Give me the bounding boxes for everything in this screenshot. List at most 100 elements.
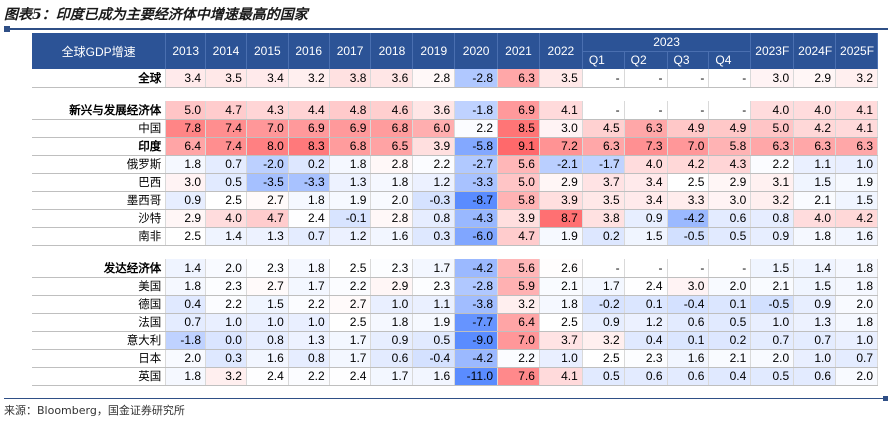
year-2023-group-header: 2023 bbox=[582, 33, 752, 52]
quarter-value-cell: 0.9 bbox=[624, 209, 668, 228]
year-value-cell: 2.2 bbox=[288, 367, 330, 386]
quarter-value-cell: 0.1 bbox=[667, 331, 710, 350]
year-value-cell: 3.4 bbox=[246, 69, 289, 88]
year-value-cell: 8.3 bbox=[288, 137, 330, 156]
year-value-cell: 2.2 bbox=[454, 119, 499, 138]
table-row: 俄罗斯 1.8 0.7 -2.0 0.2 1.8 2.8 2.2 -2.7 5.6 -2.1 -1.7… bbox=[32, 155, 878, 174]
year-value-cell: 0.8 bbox=[246, 331, 289, 350]
year-value-cell: -2.0 bbox=[246, 155, 289, 174]
forecast-value-cell: 6.3 bbox=[750, 137, 795, 156]
year-value-cell: 8.0 bbox=[246, 137, 289, 156]
year-value-cell: 3.2 bbox=[497, 295, 540, 314]
quarter-value-cell: 7.0 bbox=[667, 137, 710, 156]
forecast-value-cell: 0.6 bbox=[793, 367, 837, 386]
year-value-cell: -3.8 bbox=[454, 295, 499, 314]
year-value-cell: 7.6 bbox=[497, 367, 540, 386]
quarter-value-cell: 4.9 bbox=[667, 119, 710, 138]
forecast-value-cell: 4.2 bbox=[793, 119, 837, 138]
year-value-cell: 1.2 bbox=[329, 227, 372, 246]
quarter-value-cell: 3.4 bbox=[624, 191, 668, 210]
year-value-cell: -9.0 bbox=[454, 331, 499, 350]
year-value-cell: -3.3 bbox=[288, 173, 330, 192]
quarter-value-cell: -0.2 bbox=[582, 295, 625, 314]
year-value-cell: -7.7 bbox=[454, 313, 499, 332]
year-value-cell: 4.6 bbox=[370, 101, 414, 120]
quarter-value-cell: 1.7 bbox=[582, 277, 625, 296]
year-value-cell: 2.0 bbox=[165, 349, 207, 368]
year-value-cell: 0.0 bbox=[205, 331, 247, 350]
forecast-value-cell: 1.5 bbox=[793, 173, 837, 192]
year-value-cell: 3.2 bbox=[205, 367, 247, 386]
year-value-cell: 2.3 bbox=[412, 277, 456, 296]
year-value-cell: 1.8 bbox=[288, 191, 330, 210]
year-header: 2014 bbox=[205, 33, 247, 69]
year-value-cell: 1.9 bbox=[412, 313, 456, 332]
quarter-value-cell: 3.4 bbox=[624, 173, 668, 192]
year-value-cell: 1.8 bbox=[539, 295, 583, 314]
table-row: 英国 1.8 3.2 2.4 2.2 2.4 1.7 1.6 -11.0 7.6 4.1 0.5 0.6… bbox=[32, 367, 878, 386]
quarter-value-cell: 3.3 bbox=[667, 191, 710, 210]
quarter-value-cell: 2.9 bbox=[708, 173, 752, 192]
forecast-value-cell: 3.2 bbox=[750, 191, 795, 210]
year-value-cell: 5.6 bbox=[497, 155, 540, 174]
year-value-cell: 5.0 bbox=[497, 173, 540, 192]
spacer-cell bbox=[32, 87, 878, 101]
year-value-cell: 3.4 bbox=[165, 69, 207, 88]
year-value-cell: 1.0 bbox=[288, 313, 330, 332]
quarter-value-cell: 5.8 bbox=[708, 137, 752, 156]
quarter-value-cell: 0.9 bbox=[582, 313, 625, 332]
row-label: 沙特 bbox=[32, 209, 167, 228]
year-value-cell: 0.4 bbox=[165, 295, 207, 314]
forecast-value-cell: 2.0 bbox=[835, 367, 878, 386]
year-value-cell: -0.3 bbox=[412, 191, 456, 210]
year-value-cell: 7.8 bbox=[165, 119, 207, 138]
quarter-header: Q3 bbox=[667, 51, 710, 69]
forecast-value-cell: 0.7 bbox=[793, 331, 837, 350]
quarter-value-cell: 0.4 bbox=[708, 367, 752, 386]
forecast-value-cell: 4.0 bbox=[793, 209, 837, 228]
table-row: 意大利 -1.8 0.0 0.8 1.3 1.7 0.9 0.5 -9.0 7.0 3.7 3.2 0.… bbox=[32, 331, 878, 350]
year-value-cell: 4.7 bbox=[497, 227, 540, 246]
year-value-cell: 8.7 bbox=[539, 209, 583, 228]
year-value-cell: 0.7 bbox=[288, 227, 330, 246]
year-value-cell: 1.8 bbox=[165, 367, 207, 386]
year-header: 2019 bbox=[412, 33, 456, 69]
year-value-cell: 0.9 bbox=[165, 191, 207, 210]
quarter-value-cell: 1.2 bbox=[624, 313, 668, 332]
quarter-value-cell: 3.0 bbox=[667, 277, 710, 296]
year-value-cell: 7.2 bbox=[539, 137, 583, 156]
year-value-cell: 4.7 bbox=[205, 101, 247, 120]
year-value-cell: 0.8 bbox=[412, 209, 456, 228]
row-label: 美国 bbox=[32, 277, 167, 296]
quarter-value-cell: 3.0 bbox=[708, 191, 752, 210]
year-value-cell: -3.5 bbox=[246, 173, 289, 192]
forecast-value-cell: 0.5 bbox=[750, 367, 795, 386]
table-row: 法国 0.7 1.0 1.0 1.0 2.5 1.8 1.9 -7.7 6.4 2.5 0.9 1.2 0… bbox=[32, 313, 878, 332]
year-value-cell: 2.8 bbox=[370, 155, 414, 174]
row-label: 全球 bbox=[32, 69, 167, 88]
quarter-value-cell: - bbox=[667, 259, 710, 278]
quarter-header: Q1 bbox=[582, 51, 625, 69]
quarter-value-cell: 0.2 bbox=[582, 227, 625, 246]
quarter-value-cell: 0.5 bbox=[708, 227, 752, 246]
year-value-cell: 0.2 bbox=[288, 155, 330, 174]
year-value-cell: 3.6 bbox=[412, 101, 456, 120]
year-value-cell: 2.6 bbox=[539, 259, 583, 278]
row-label: 南非 bbox=[32, 227, 167, 246]
year-value-cell: 1.8 bbox=[329, 155, 372, 174]
section-spacer bbox=[32, 87, 878, 101]
forecast-value-cell: 0.8 bbox=[750, 209, 795, 228]
forecast-value-cell: 1.3 bbox=[793, 313, 837, 332]
year-value-cell: 2.0 bbox=[370, 191, 414, 210]
table-row: 全球 3.4 3.5 3.4 3.2 3.8 3.6 2.8 -2.8 6.3 3.5- - - -3.0… bbox=[32, 69, 878, 88]
forecast-header: 2025F bbox=[835, 33, 878, 69]
year-value-cell: 3.9 bbox=[497, 209, 540, 228]
quarter-value-cell: 6.3 bbox=[624, 119, 668, 138]
year-value-cell: 0.7 bbox=[205, 155, 247, 174]
year-value-cell: 2.8 bbox=[412, 69, 456, 88]
year-value-cell: 0.6 bbox=[370, 349, 414, 368]
quarter-value-cell: - bbox=[582, 101, 625, 120]
year-value-cell: 1.8 bbox=[288, 259, 330, 278]
year-value-cell: 2.5 bbox=[165, 227, 207, 246]
quarter-value-cell: 1.6 bbox=[667, 349, 710, 368]
